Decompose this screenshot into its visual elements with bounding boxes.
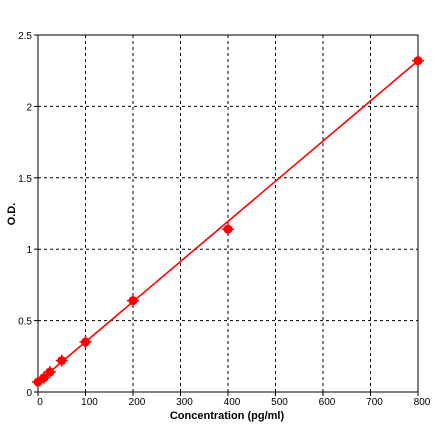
x-tick-label-8: 800: [414, 397, 431, 408]
plot-area-frame: [37, 34, 419, 393]
data-point-7: [412, 54, 424, 67]
data-points-layer: [32, 54, 424, 389]
linear-fit-line: [37, 60, 419, 383]
x-tick-label-3: 300: [176, 397, 193, 408]
x-tick-label-0: 0: [37, 397, 43, 408]
x-tick-label-7: 700: [366, 397, 383, 408]
y-tick-label-1: 0.5: [18, 317, 32, 328]
x-tick-label-2: 200: [129, 397, 146, 408]
y-tick-label-2: 1: [26, 245, 32, 256]
y-tick-label-4: 2: [26, 102, 32, 113]
grid-layer: [38, 35, 418, 392]
data-point-4: [79, 336, 92, 349]
y-axis-ticks: 0 0.5 1 1.5 2 2.5: [18, 31, 38, 399]
y-tick-label-3: 1.5: [18, 174, 32, 185]
data-point-3: [55, 354, 68, 367]
x-tick-label-4: 400: [224, 397, 241, 408]
y-axis-label: O.D.: [6, 203, 18, 226]
y-tick-label-0: 0: [26, 388, 32, 399]
fit-line-layer: [37, 60, 419, 383]
data-point-1: [37, 371, 50, 384]
x-axis-ticks: 0 100 200 300 400 500 600 700 800: [37, 392, 431, 408]
x-tick-label-1: 100: [81, 397, 98, 408]
y-tick-label-5: 2.5: [18, 31, 32, 42]
x-tick-label-5: 500: [271, 397, 288, 408]
x-axis-label: Concentration (pg/ml): [170, 410, 285, 422]
data-point-5: [127, 294, 139, 307]
data-point-6: [222, 223, 234, 236]
data-point-2: [43, 366, 56, 379]
x-tick-label-6: 600: [319, 397, 336, 408]
